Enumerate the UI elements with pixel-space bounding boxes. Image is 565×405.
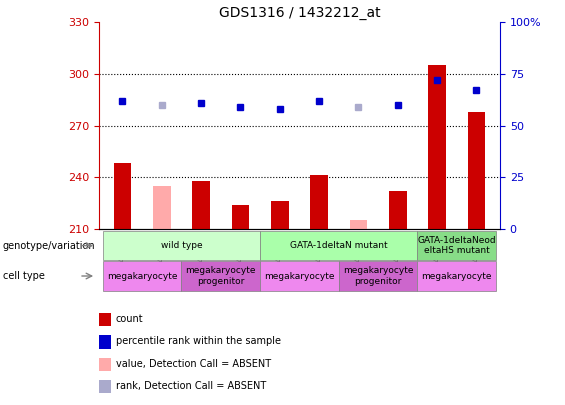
Text: megakaryocyte
progenitor: megakaryocyte progenitor bbox=[343, 266, 414, 286]
Text: wild type: wild type bbox=[160, 241, 202, 250]
Bar bbox=[192, 181, 210, 229]
Text: megakaryocyte: megakaryocyte bbox=[264, 271, 334, 281]
Bar bbox=[389, 191, 407, 229]
Title: GDS1316 / 1432212_at: GDS1316 / 1432212_at bbox=[219, 6, 380, 20]
Bar bbox=[103, 231, 260, 260]
Bar bbox=[350, 220, 367, 229]
Bar bbox=[418, 231, 496, 260]
Text: megakaryocyte: megakaryocyte bbox=[107, 271, 177, 281]
Bar bbox=[103, 261, 181, 291]
Text: GATA-1deltaNeod
eltaHS mutant: GATA-1deltaNeod eltaHS mutant bbox=[418, 236, 496, 255]
Text: value, Detection Call = ABSENT: value, Detection Call = ABSENT bbox=[116, 359, 271, 369]
Bar bbox=[468, 112, 485, 229]
Text: count: count bbox=[116, 314, 144, 324]
Text: genotype/variation: genotype/variation bbox=[3, 241, 95, 251]
Bar bbox=[114, 163, 131, 229]
Bar bbox=[310, 175, 328, 229]
Bar bbox=[260, 231, 418, 260]
Text: percentile rank within the sample: percentile rank within the sample bbox=[116, 337, 281, 346]
Bar bbox=[181, 261, 260, 291]
Text: cell type: cell type bbox=[3, 271, 45, 281]
Bar bbox=[271, 201, 289, 229]
Bar bbox=[232, 205, 249, 229]
Bar bbox=[418, 261, 496, 291]
Text: megakaryocyte: megakaryocyte bbox=[421, 271, 492, 281]
Text: GATA-1deltaN mutant: GATA-1deltaN mutant bbox=[290, 241, 388, 250]
Text: rank, Detection Call = ABSENT: rank, Detection Call = ABSENT bbox=[116, 381, 266, 391]
Bar bbox=[428, 65, 446, 229]
Bar bbox=[260, 261, 339, 291]
Bar bbox=[153, 186, 171, 229]
Bar bbox=[339, 261, 418, 291]
Text: megakaryocyte
progenitor: megakaryocyte progenitor bbox=[185, 266, 256, 286]
